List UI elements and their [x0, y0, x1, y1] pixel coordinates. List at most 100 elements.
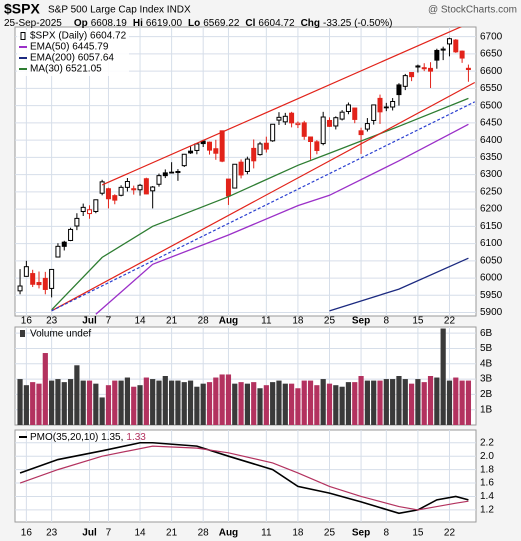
- volume-bar: [206, 382, 213, 425]
- volume-bar: [181, 382, 187, 425]
- volume-bar: [49, 380, 55, 425]
- y-tick-label: 6000: [480, 273, 503, 284]
- candle-body: [42, 277, 48, 290]
- y-tick-label: 6400: [480, 135, 503, 146]
- legend-entry: PMO(35,20,10) 1.35, 1.33: [30, 432, 146, 443]
- candle-body: [428, 67, 434, 72]
- candle-body: [402, 75, 408, 87]
- volume-bar: [364, 380, 370, 425]
- y-tick-label: 6100: [480, 238, 503, 249]
- volume-bar: [36, 383, 42, 425]
- candle-body: [49, 268, 55, 289]
- candle-body: [232, 163, 238, 189]
- legend-part: PMO(35,20,10) 1.35,: [30, 432, 123, 443]
- volume-bar: [383, 379, 389, 425]
- candle-body: [23, 266, 29, 277]
- volume-bar: [396, 376, 402, 425]
- candle-body: [421, 67, 427, 70]
- legend-entry: MA(30) 6521.05: [30, 64, 102, 75]
- volume-bar: [270, 382, 276, 425]
- volume-bar: [307, 380, 314, 425]
- x-tick-label: 21: [166, 528, 178, 539]
- candle-body: [383, 106, 389, 109]
- volume-bar: [320, 379, 326, 425]
- quote-value: 6569.22: [203, 18, 240, 29]
- volume-bar: [187, 380, 194, 425]
- candle-body: [181, 153, 187, 167]
- volume-bar: [408, 383, 415, 425]
- x-tick-label: 22: [444, 316, 456, 327]
- candle-body: [308, 136, 314, 142]
- volume-bar: [453, 377, 459, 425]
- y-tick-label: 6200: [480, 204, 503, 215]
- y-tick-label: 6500: [480, 100, 503, 111]
- volume-bar: [465, 380, 472, 425]
- volume-bar: [169, 380, 175, 425]
- candle-body: [61, 241, 67, 247]
- x-tick-label: 16: [21, 528, 33, 539]
- volume-bar: [289, 383, 295, 425]
- quote-label: Cl: [245, 18, 255, 29]
- legend-entry: EMA(50) 6445.79: [30, 42, 109, 53]
- volume-bar: [434, 377, 440, 425]
- volume-bar: [150, 379, 156, 425]
- volume-bar: [427, 376, 434, 425]
- volume-bar: [326, 383, 333, 425]
- x-tick-label: 11: [261, 316, 272, 327]
- y-tick-label: 2.0: [480, 451, 494, 462]
- layers: 16 23 Jul 7 14 21 28 Aug 11 18 25 Sep 8 15 22 16 23 Jul 7 1…: [15, 27, 503, 539]
- quote-value: 6608.19: [91, 18, 128, 29]
- candle-body: [207, 141, 213, 151]
- candle-body: [175, 171, 181, 174]
- trendline: [101, 27, 463, 186]
- y-tick-label: 6550: [480, 83, 503, 94]
- candle-body: [377, 97, 383, 113]
- y-tick-label: 1B: [480, 404, 493, 415]
- moving-average: [329, 257, 469, 312]
- source: @ StockCharts.com: [428, 5, 517, 16]
- candle-body: [314, 141, 320, 151]
- x-tick-label: Aug: [219, 528, 238, 539]
- volume-bar: [459, 380, 465, 425]
- quote-label: Chg: [301, 18, 320, 29]
- candle-body: [352, 107, 358, 120]
- volume-bar: [257, 388, 263, 425]
- candle-body: [169, 171, 175, 174]
- x-tick-label: 25: [324, 528, 336, 539]
- candle-body: [446, 38, 452, 45]
- candle-body: [162, 172, 168, 177]
- volume-bar: [143, 377, 149, 425]
- candle-body: [68, 228, 74, 241]
- moving-average: [95, 123, 469, 315]
- x-tick-label: 7: [106, 528, 112, 539]
- candle-body: [364, 123, 370, 130]
- x-tick-label: 8: [384, 528, 390, 539]
- volume-bar: [156, 380, 162, 425]
- quote-value: 6619.00: [146, 18, 183, 29]
- quote-value: -33.25 (-0.50%): [323, 18, 392, 29]
- trendline: [51, 81, 476, 312]
- candle-body: [371, 104, 377, 121]
- volume-bar: [124, 377, 131, 425]
- candle-body: [188, 150, 194, 154]
- volume-bar: [17, 379, 23, 425]
- x-tick-label: 23: [46, 528, 58, 539]
- volume-bar: [333, 385, 339, 425]
- volume-bar: [314, 385, 320, 425]
- volume-bar: [390, 379, 396, 425]
- x-tick-label: 18: [292, 528, 304, 539]
- candle-body: [282, 115, 288, 123]
- y-tick-label: 6050: [480, 255, 503, 266]
- candle-body: [137, 184, 143, 191]
- y-tick-label: 4B: [480, 358, 493, 369]
- candle-body: [93, 199, 99, 213]
- y-tick-label: 3B: [480, 374, 493, 385]
- volume-bar: [86, 380, 93, 425]
- candle-body: [345, 104, 351, 112]
- x-tick-label: Sep: [352, 316, 370, 327]
- y-tick-label: 6700: [480, 31, 503, 42]
- volume-bar: [42, 353, 48, 425]
- volume-bar: [194, 386, 200, 425]
- volume-bar: [345, 382, 352, 425]
- pmo-line: [19, 445, 469, 511]
